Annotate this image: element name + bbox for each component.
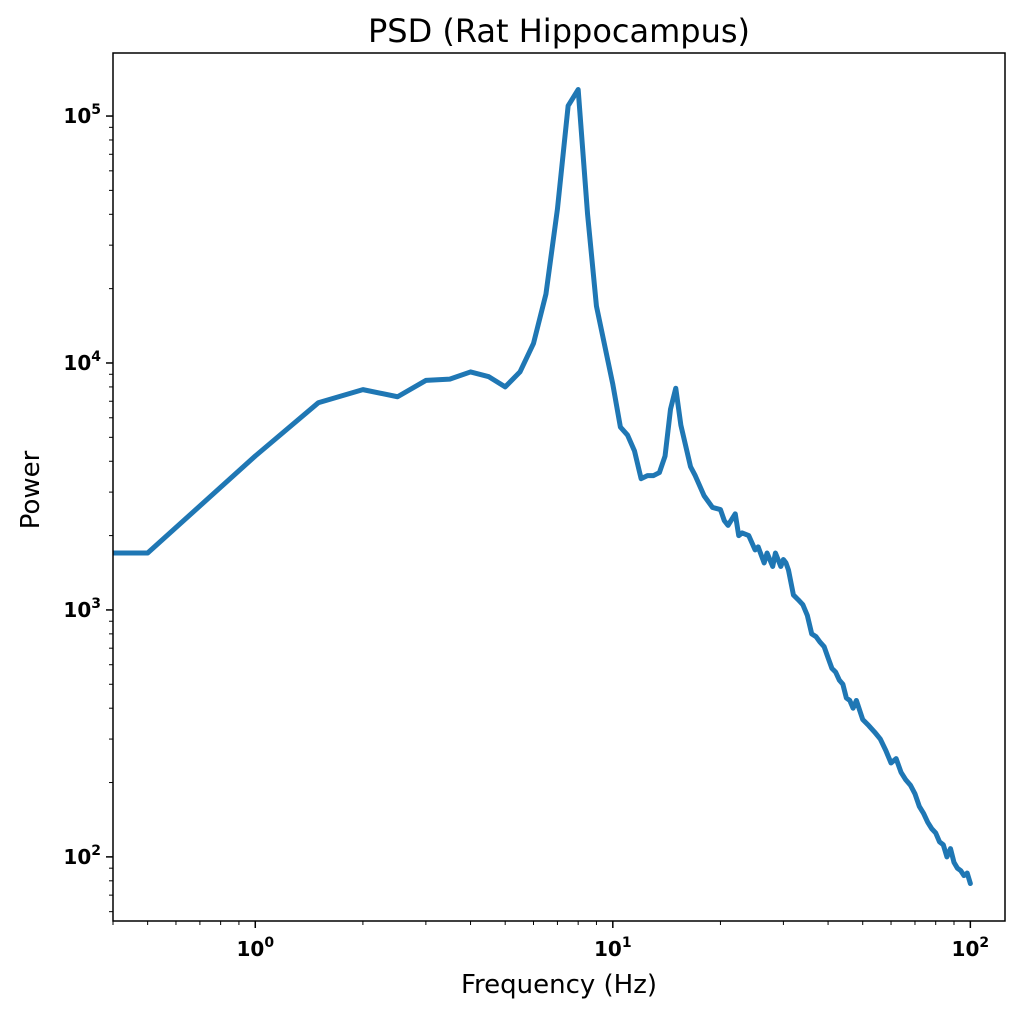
plot-area-frame	[112, 52, 1006, 922]
y-axis-label: Power	[16, 450, 46, 529]
x-tick-label: 102	[952, 935, 990, 961]
psd-series-line	[113, 87, 973, 887]
x-tick-label: 101	[594, 935, 632, 961]
x-tick-label: 100	[236, 935, 274, 961]
x-axis-label: Frequency (Hz)	[461, 970, 657, 1000]
minor-ticks	[109, 126, 955, 925]
y-tick-label: 105	[63, 102, 101, 128]
series-group	[113, 87, 973, 887]
y-tick-label: 102	[63, 843, 101, 869]
chart-title: PSD (Rat Hippocampus)	[368, 12, 750, 50]
y-tick-label: 103	[63, 596, 101, 622]
major-ticks	[106, 115, 972, 928]
tick-labels: 100 101 102 102 103 104 105	[63, 102, 989, 961]
y-tick-label: 104	[63, 349, 101, 375]
